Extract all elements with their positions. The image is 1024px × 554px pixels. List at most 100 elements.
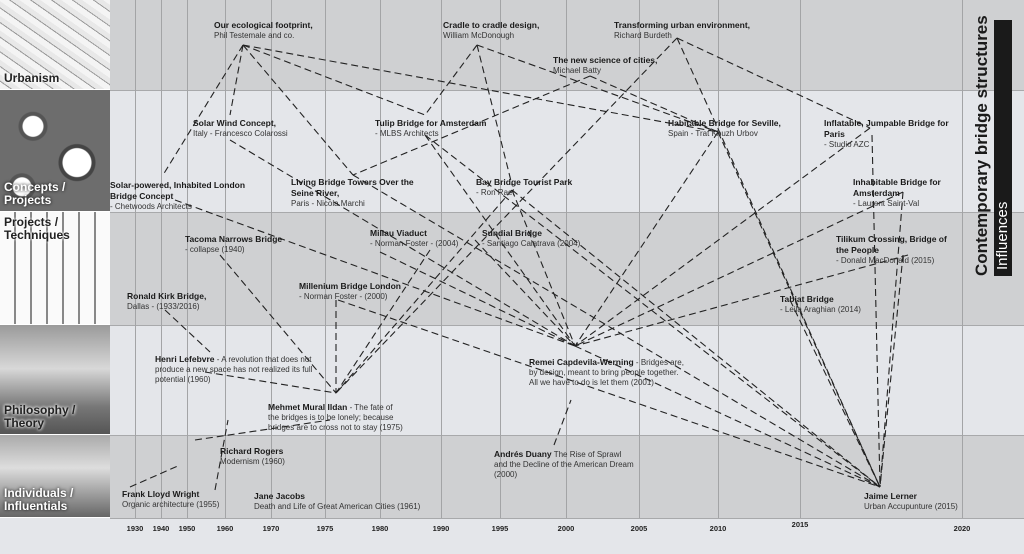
node-desc: Urban Accupunture (2015) (864, 502, 958, 511)
gridline (135, 0, 136, 518)
node-desc: Death and Life of Great American Cities … (254, 502, 421, 511)
connection-line (242, 44, 354, 176)
diagram-subtitle: Influences (994, 20, 1012, 276)
connection-line (214, 419, 229, 491)
category-philosophy: Philosophy / Theory (0, 325, 110, 435)
connection-line (242, 44, 719, 133)
node-desc: Dallas - (1933/2016) (127, 302, 200, 311)
category-concepts: Concepts / Projects (0, 90, 110, 212)
year-label: 1930 (126, 524, 144, 533)
connection-line (204, 371, 337, 394)
connection-line (129, 464, 181, 488)
node-desc: - collapse (1940) (185, 245, 245, 254)
gridline (380, 0, 381, 518)
node-title: Solar-powered, Inhabited London Bridge C… (110, 180, 246, 201)
connection-line (574, 254, 909, 347)
category-label: Concepts / Projects (4, 180, 66, 207)
band-urbanism (110, 0, 1024, 90)
node-title: Tilikum Crossing, Bridge of the People (836, 234, 947, 255)
node-desc: William McDonough (443, 31, 515, 40)
node-title: Tacoma Narrows Bridge (185, 234, 283, 244)
node-desc: - Studio AZC (824, 140, 870, 149)
band-divider (110, 212, 1024, 213)
node-desc: - The fate of the bridges is to be lonel… (268, 403, 403, 432)
connection-line (574, 345, 881, 488)
node-london: Solar-powered, Inhabited London Bridge C… (110, 180, 260, 212)
node-baybridge: Bay Bridge Tourist Park - Ron Rael (476, 177, 572, 198)
connection-line (194, 419, 331, 441)
category-image (0, 212, 110, 324)
node-title: Living Bridge Towers Over the Seine Rive… (291, 177, 414, 198)
node-desc: - Donald MacDonald (2015) (836, 256, 935, 265)
year-label: 2015 (791, 520, 809, 529)
node-lefebvre: Henri Lefebvre - A revolution that does … (155, 354, 320, 385)
category-projects: Projects / Techniques (0, 212, 110, 325)
node-title: Frank Lloyd Wright (122, 489, 200, 499)
node-sundial: Sundial Bridge - Santiago Calatrava (200… (482, 228, 580, 249)
node-desc: - Leila Araghian (2014) (780, 305, 861, 314)
category-image (0, 90, 110, 211)
node-mcdonough: Cradle to cradle design, William McDonoug… (443, 20, 539, 41)
node-title: Transforming urban environment, (614, 20, 751, 30)
gridline (962, 0, 963, 518)
node-desc: Italy - Francesco Colarossi (193, 129, 288, 138)
node-kirk: Ronald Kirk Bridge, Dallas - (1933/2016) (127, 291, 227, 312)
connection-line (335, 189, 513, 394)
year-label: 1975 (316, 524, 334, 533)
node-tilikum: Tilikum Crossing, Bridge of the People -… (836, 234, 960, 266)
year-label: 1940 (152, 524, 170, 533)
gridline (500, 0, 501, 518)
node-desc: - Chetwoods Architects (110, 202, 192, 211)
connection-line (574, 191, 904, 347)
connection-line (871, 134, 881, 488)
node-desc: Richard Burdeth (614, 31, 672, 40)
gridline (800, 0, 801, 518)
category-label: Philosophy / Theory (4, 403, 76, 430)
connection-line (676, 37, 871, 129)
node-desc: - Laurent Saint-Val (853, 199, 920, 208)
connection-line (229, 44, 244, 116)
gridline (161, 0, 162, 518)
node-desc: - A revolution that does not produce a n… (155, 355, 313, 384)
node-title: Sundial Bridge (482, 228, 542, 238)
band-philosophy (110, 325, 1024, 435)
node-desc: - Santiago Calatrava (2004) (482, 239, 581, 248)
category-image (0, 325, 110, 434)
connection-line (879, 191, 904, 488)
year-label: 1950 (178, 524, 196, 533)
gridline (639, 0, 640, 518)
connection-line (352, 174, 881, 488)
node-burdeth: Transforming urban environment, Richard B… (614, 20, 750, 41)
node-title: Ronald Kirk Bridge, (127, 291, 207, 301)
connection-line (789, 299, 881, 488)
node-title: Jane Jacobs (254, 491, 306, 501)
node-duany: Andrés Duany The Rise of Sprawl and the … (494, 449, 634, 480)
node-desc: - Ron Rael (476, 188, 515, 197)
gridline (566, 0, 567, 518)
node-title: Remei Capdevila-Werning (529, 357, 634, 367)
connection-line (879, 254, 904, 488)
node-desc: Modernism (1960) (220, 457, 285, 466)
node-millennium: Millenium Bridge London - Norman Foster … (299, 281, 401, 302)
node-rogers: Richard Rogers Modernism (1960) (220, 446, 285, 467)
node-title: Jaime Lerner (864, 491, 917, 501)
node-desc: - MLBS Architects (375, 129, 439, 138)
node-desc: - Norman Foster - (2004) (370, 239, 459, 248)
node-batty: The new science of cities, Michael Batty (553, 55, 657, 76)
connection-line (164, 309, 211, 353)
gridline (225, 0, 226, 518)
year-label: 2020 (953, 524, 971, 533)
connection-line (553, 399, 572, 446)
year-label: 2010 (709, 524, 727, 533)
node-seine: Living Bridge Towers Over the Seine Rive… (291, 177, 426, 209)
category-urbanism: Urbanism (0, 0, 110, 90)
year-label: 1995 (491, 524, 509, 533)
connection-line (474, 239, 576, 347)
connection-line (162, 44, 244, 176)
gridline (187, 0, 188, 518)
connection-line (337, 299, 881, 488)
node-ildan: Mehmet Mural Ildan - The fate of the bri… (268, 402, 403, 433)
connection-line (511, 189, 881, 488)
connection-line (476, 44, 513, 186)
